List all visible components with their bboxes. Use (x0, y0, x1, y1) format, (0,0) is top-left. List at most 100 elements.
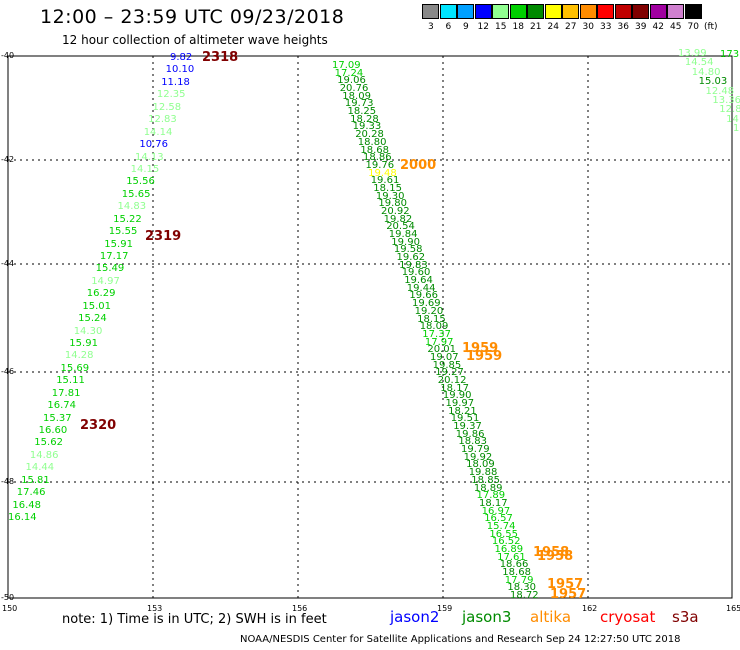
wave-height-label: 14.13 (135, 151, 164, 163)
map-subtitle: 12 hour collection of altimeter wave hei… (62, 33, 328, 47)
wave-height-label: 20.54 (386, 221, 415, 233)
latitude-label: -40 (1, 51, 15, 60)
legend-label: 6 (445, 22, 452, 32)
wave-height-label: 15.56 (126, 176, 155, 188)
wave-height-label: 19.61 (370, 175, 400, 187)
wave-height-label: 19.83 (399, 259, 428, 271)
legend-label: 27 (565, 22, 577, 32)
wave-height-label: 14.80 (691, 66, 721, 78)
credit-line: NOAA/NESDIS Center for Satellite Applica… (240, 634, 681, 645)
legend-swatch (474, 4, 492, 19)
wave-height-label: 20.01 (427, 344, 457, 356)
wave-height-label: 15.22 (113, 213, 142, 225)
wave-height-label: 17.46 (16, 487, 46, 499)
legend-swatch (649, 4, 667, 19)
wave-height-label: 10.10 (165, 64, 195, 76)
legend-swatch (544, 4, 562, 19)
legend-label: 42 (652, 22, 664, 32)
wave-height-label: 18.66 (499, 559, 529, 571)
wave-height-label: 20.92 (381, 205, 410, 217)
wave-height-label: 19.66 (409, 290, 439, 302)
wave-height-label: 17.17 (99, 250, 129, 262)
wave-height-label: 12.48 (705, 85, 735, 97)
wave-height-label: 18.09 (342, 90, 371, 102)
wave-height-label: 19.88 (468, 467, 498, 479)
wave-height-label: 12.8 (719, 104, 740, 116)
wave-height-label: 10.76 (139, 139, 169, 150)
wave-height-label: 18.85 (471, 474, 500, 486)
wave-height-label: 19.58 (393, 244, 423, 256)
wave-height-label: 15.01 (82, 300, 112, 312)
wave-height-label: 16.57 (484, 513, 513, 525)
wave-height-label: 15.24 (78, 313, 107, 325)
latitude-label: -42 (1, 155, 15, 164)
wave-height-label: 13.36 (712, 94, 740, 106)
wave-height-label: 16.89 (494, 543, 524, 555)
wave-height-label: 19.84 (388, 229, 418, 240)
legend-label: 39 (635, 22, 647, 32)
wave-height-label: 17.79 (504, 574, 534, 586)
wave-height-label: 18.80 (357, 136, 387, 148)
wave-height-label: 18.25 (347, 106, 377, 118)
pass-time-label: 1959 (462, 341, 499, 356)
longitude-label: 153 (147, 604, 163, 613)
longitude-label: 165 (726, 604, 740, 613)
wave-height-label: 18.83 (458, 436, 488, 448)
wave-height-label: 15.69 (60, 362, 90, 374)
wave-height-label: 15.11 (56, 375, 85, 387)
wave-height-label: 17.37 (422, 328, 451, 340)
wave-height-label: 18.30 (507, 582, 537, 594)
legend-swatch (422, 4, 439, 19)
pass-time-label: 2000 (400, 158, 437, 173)
wave-height-label: 17.09 (332, 60, 361, 71)
wave-height-label: 13.99 (678, 48, 707, 59)
wave-height-label: 19.30 (375, 190, 405, 202)
wave-height-label: 18.28 (350, 113, 379, 125)
wave-height-label: 15.37 (43, 412, 72, 424)
legend-label: 3 (428, 22, 434, 32)
wave-height-label: 16.29 (86, 288, 116, 300)
legend-label: 12 (477, 22, 489, 32)
wave-height-label: 17.97 (424, 336, 454, 348)
wave-height-label: 18.89 (473, 482, 503, 494)
legend-label: 30 (582, 22, 594, 32)
satellite-name: jason2 (390, 608, 440, 626)
legend-swatch (684, 4, 702, 19)
pass-time-label: 2320 (80, 418, 117, 433)
wave-height-label: 19.82 (383, 213, 413, 225)
latitude-label: -48 (1, 477, 15, 486)
wave-height-label: 12.58 (152, 101, 182, 113)
latitude-label: -50 (1, 593, 15, 602)
wave-height-label: 20.12 (437, 374, 467, 386)
wave-height-label: 20.76 (339, 83, 369, 94)
legend-swatch (439, 4, 457, 19)
wave-height-label: 19.69 (412, 298, 441, 310)
wave-height-label: 14.54 (684, 57, 714, 69)
map-title: 12:00 – 23:59 UTC 09/23/2018 (40, 6, 345, 28)
longitude-label: 159 (437, 604, 453, 613)
legend-swatch (579, 4, 597, 19)
longitude-label: 150 (2, 604, 18, 613)
wave-height-label: 19.33 (352, 121, 382, 133)
wave-height-label: 12.35 (156, 89, 186, 101)
wave-height-label: 19.76 (365, 159, 395, 171)
longitude-label: 156 (292, 604, 308, 613)
pass-time-label: 2319 (145, 229, 182, 244)
wave-height-label: 19.79 (461, 444, 490, 456)
wave-height-label: 16.74 (47, 400, 77, 412)
wave-height-label: 17.24 (334, 67, 364, 79)
wave-height-label: 14.15 (130, 163, 160, 175)
legend-label: 45 (670, 22, 682, 32)
wave-height-label: 19.97 (445, 398, 475, 409)
longitude-label: 162 (582, 604, 598, 613)
legend-label: 70 (687, 22, 699, 32)
footer-note: note: 1) Time is in UTC; 2) SWH is in fe… (62, 612, 327, 627)
wave-height-label: 16.52 (491, 536, 521, 548)
pass-time-label: 1958 (537, 549, 574, 564)
legend-swatch (457, 4, 474, 19)
legend-swatch (614, 4, 632, 19)
satellite-name: jason3 (462, 608, 512, 626)
map-frame (7, 55, 733, 599)
pass-time-label: 1958 (533, 545, 570, 560)
wave-height-label: 19.60 (401, 267, 431, 279)
